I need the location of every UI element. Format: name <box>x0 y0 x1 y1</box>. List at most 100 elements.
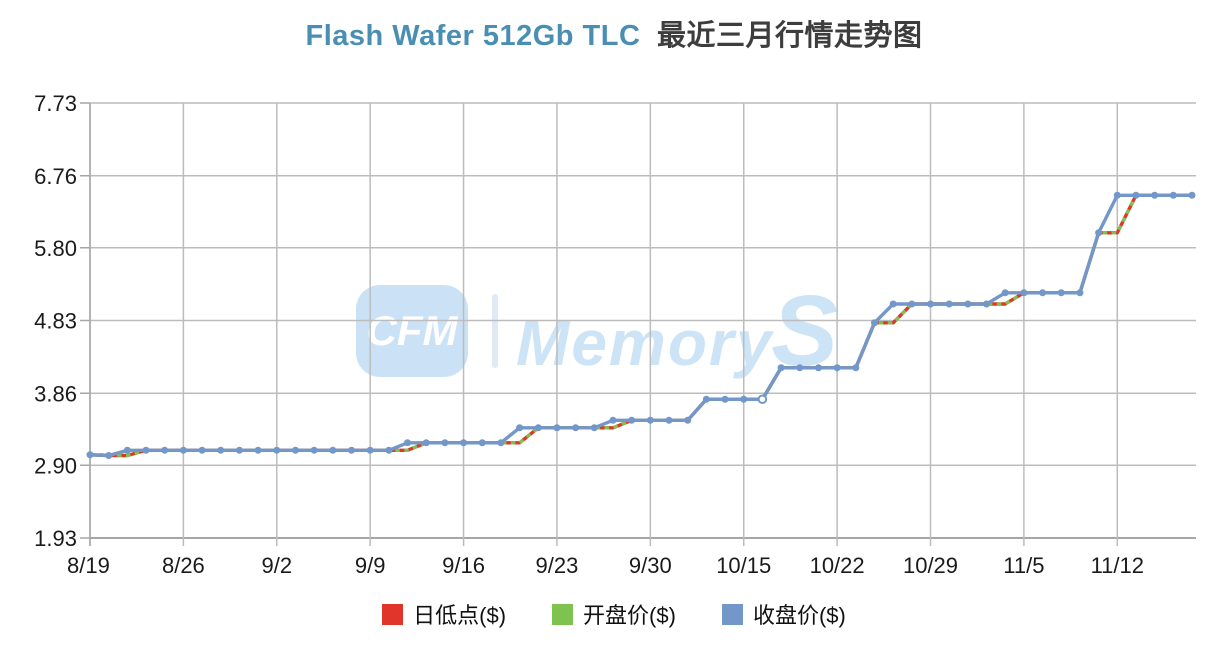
x-axis-label: 11/5 <box>1003 553 1044 578</box>
watermark-brand-s: S <box>771 275 841 387</box>
close-marker <box>497 439 505 447</box>
close-marker <box>628 416 636 424</box>
close-marker <box>161 446 169 454</box>
close-marker <box>1151 191 1159 199</box>
watermark: CFM Memory S <box>356 281 840 381</box>
close-marker <box>945 300 953 308</box>
close-marker <box>1169 191 1177 199</box>
close-marker <box>347 446 355 454</box>
close-marker <box>814 364 822 372</box>
x-axis-label: 9/30 <box>629 553 672 578</box>
close-marker <box>572 424 580 432</box>
x-axis-label: 9/16 <box>442 553 485 578</box>
watermark-brand: Memory S <box>516 281 840 381</box>
x-axis-label: 10/29 <box>903 553 958 578</box>
close-marker <box>198 446 206 454</box>
page-title: Flash Wafer 512Gb TLC 最近三月行情走势图 <box>0 12 1228 54</box>
close-marker <box>179 446 187 454</box>
close-marker <box>983 300 991 308</box>
legend-label-open-price: 开盘价($) <box>583 603 676 628</box>
close-marker <box>105 452 113 459</box>
series-line-day-low <box>88 193 1194 458</box>
watermark-separator <box>492 294 498 368</box>
close-marker <box>684 416 692 424</box>
close-marker <box>870 319 878 327</box>
x-axis-label: 9/9 <box>355 553 386 578</box>
close-marker <box>721 395 729 403</box>
close-marker <box>478 439 486 447</box>
legend-swatch-close-price <box>721 603 743 625</box>
close-marker <box>852 364 860 372</box>
close-marker <box>833 364 841 372</box>
x-axis-label: 9/23 <box>536 553 579 578</box>
close-marker <box>889 300 897 308</box>
y-axis-label: 2.90 <box>34 453 77 478</box>
close-marker <box>460 439 468 447</box>
close-marker <box>123 446 131 454</box>
close-marker <box>516 424 524 432</box>
close-marker <box>665 416 673 424</box>
watermark-cfm-badge: CFM <box>356 285 468 377</box>
series-line-close-price <box>88 193 1194 458</box>
close-marker <box>1039 289 1047 297</box>
close-marker <box>142 446 150 454</box>
page-title-caption: 最近三月行情走势图 <box>656 20 923 52</box>
close-marker <box>609 416 617 424</box>
close-marker <box>927 300 935 308</box>
page-title-product: Flash Wafer 512Gb TLC <box>305 20 641 52</box>
legend-swatch-day-low <box>382 603 404 625</box>
x-axis-label: 9/2 <box>261 553 292 578</box>
series-line-open-price <box>90 193 1192 458</box>
legend-item-close-price: 收盘价($) <box>721 598 846 630</box>
y-axis-label: 6.76 <box>34 164 77 189</box>
x-axis-label: 10/15 <box>716 553 771 578</box>
close-marker <box>1132 191 1140 199</box>
close-marker <box>404 439 412 447</box>
close-marker-hollow <box>757 394 768 405</box>
watermark-brand-text: Memory <box>516 307 774 379</box>
legend-item-day-low: 日低点($) <box>382 598 506 630</box>
close-marker <box>366 446 374 454</box>
legend-label-close-price: 收盘价($) <box>752 603 846 628</box>
close-marker <box>291 446 299 454</box>
close-marker <box>796 364 804 372</box>
close-marker <box>273 446 281 454</box>
close-marker <box>329 446 337 454</box>
legend-item-open-price: 开盘价($) <box>552 598 676 630</box>
close-marker <box>217 446 225 454</box>
y-axis-label: 5.80 <box>34 236 77 261</box>
x-axis-label: 8/26 <box>162 553 205 578</box>
close-marker <box>702 395 710 403</box>
close-marker <box>254 446 262 454</box>
x-axis-label: 11/12 <box>1091 553 1144 578</box>
y-axis-label: 3.86 <box>34 381 77 406</box>
close-marker <box>908 300 916 308</box>
close-marker <box>964 300 972 308</box>
y-axis-label: 1.93 <box>34 526 77 551</box>
close-marker <box>235 446 243 454</box>
close-marker <box>1076 289 1084 297</box>
close-marker <box>385 446 393 454</box>
close-marker <box>646 416 654 424</box>
close-marker <box>86 451 94 459</box>
close-marker <box>1095 229 1103 237</box>
chart-legend: 日低点($) 开盘价($) 收盘价($) <box>0 598 1228 630</box>
close-marker <box>441 439 449 447</box>
close-marker <box>553 424 561 432</box>
x-axis-label: 8/19 <box>67 553 110 578</box>
legend-label-day-low: 日低点($) <box>413 603 507 628</box>
close-marker <box>1113 191 1121 199</box>
close-marker <box>1057 289 1065 297</box>
close-marker <box>534 424 542 432</box>
close-marker <box>1001 289 1009 297</box>
close-marker <box>740 395 748 403</box>
x-axis-label: 10/22 <box>810 553 865 578</box>
close-marker <box>1188 191 1196 199</box>
close-marker <box>1020 289 1028 297</box>
y-axis-label: 7.73 <box>34 91 77 116</box>
close-marker <box>777 364 785 372</box>
legend-swatch-open-price <box>552 603 574 625</box>
close-marker <box>590 424 598 432</box>
